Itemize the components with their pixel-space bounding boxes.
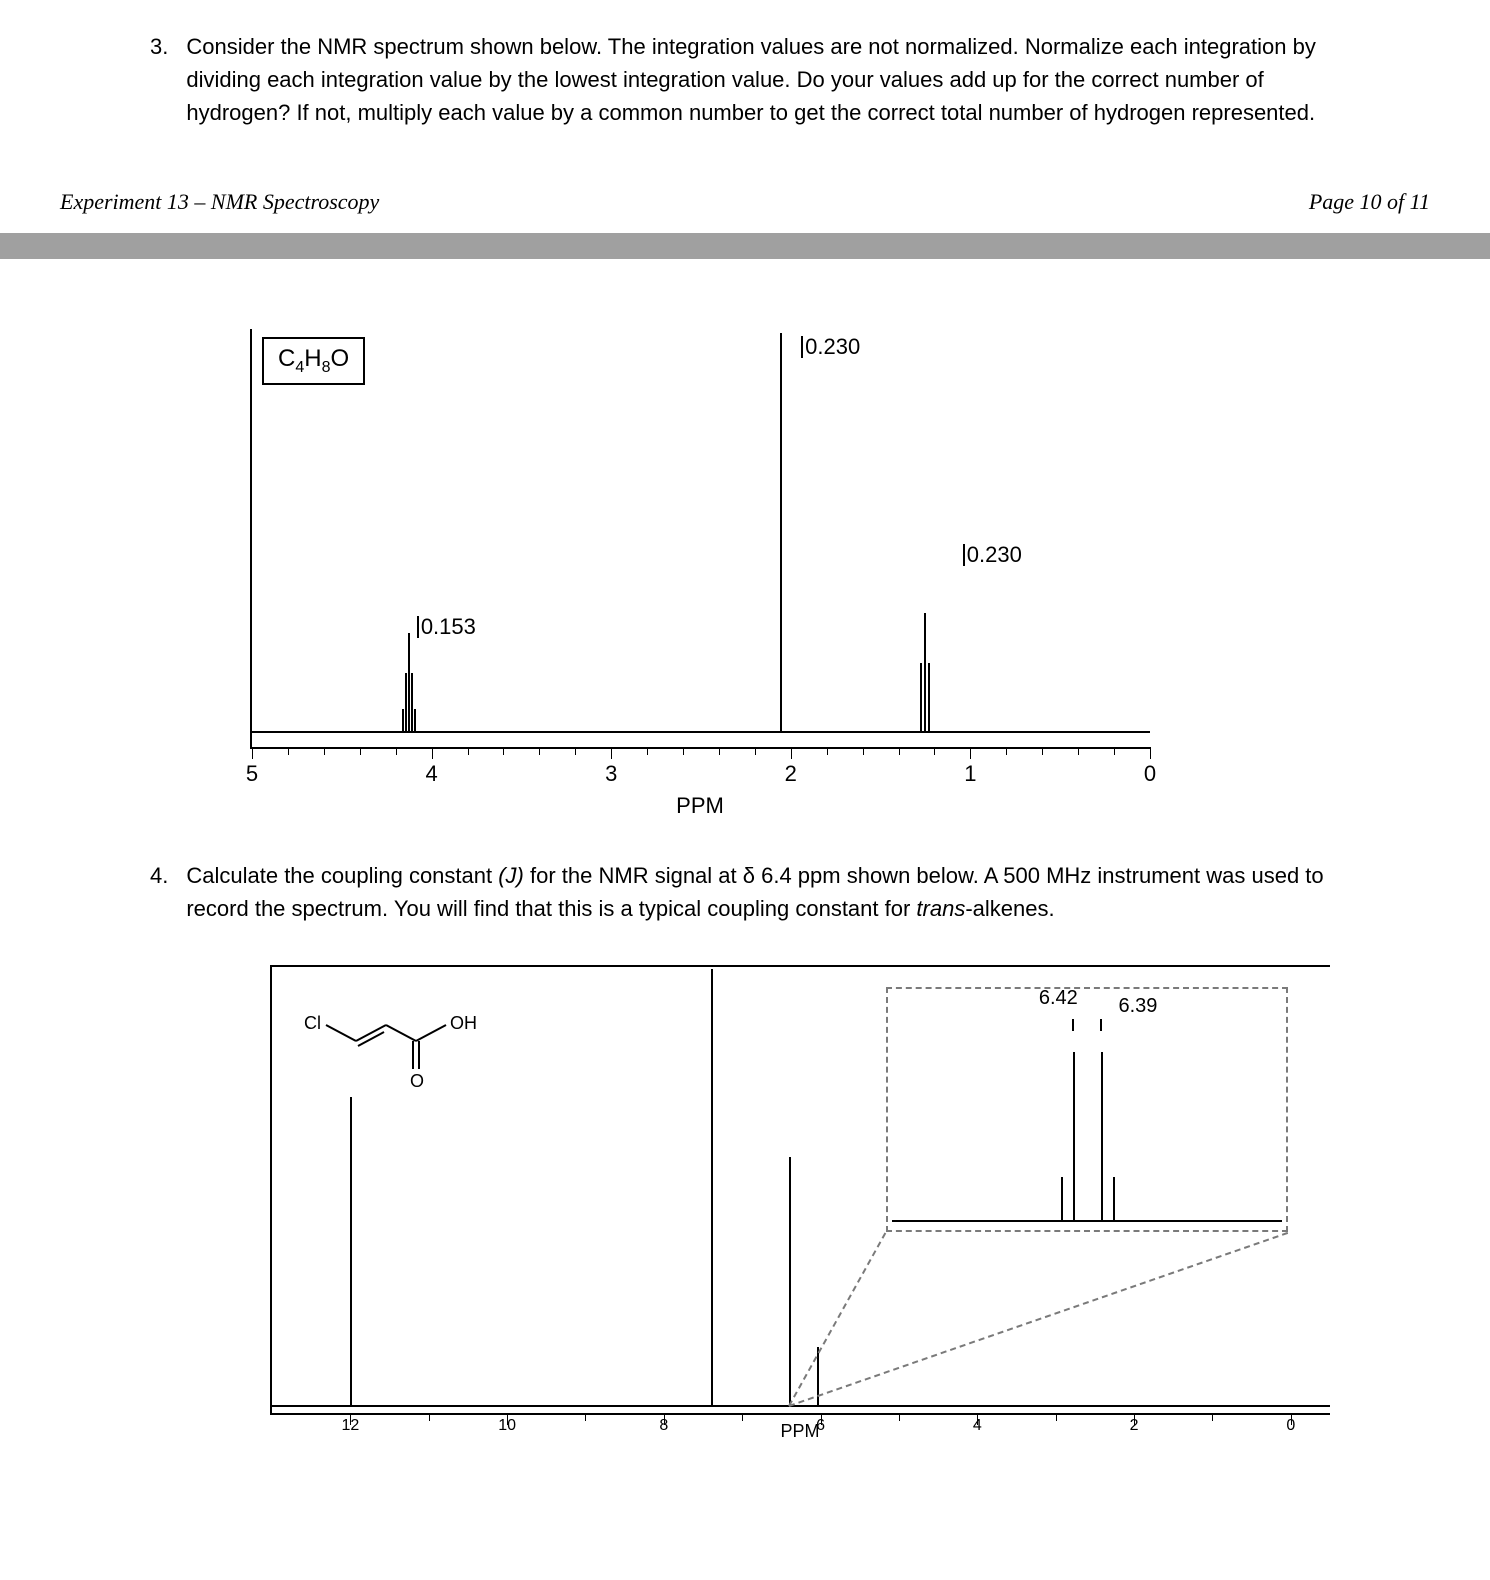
nmr-peak — [780, 333, 782, 733]
x-tick-label: 4 — [973, 1417, 982, 1435]
q3-number: 3. — [150, 30, 168, 63]
nmr-peak — [924, 613, 926, 733]
page-header: Experiment 13 – NMR Spectroscopy Page 10… — [50, 189, 1440, 215]
nmr-peak — [789, 1157, 791, 1407]
inset-ppm-label: 6.39 — [1118, 995, 1157, 1018]
integration-label: 0.230 — [967, 542, 1022, 568]
q4-number: 4. — [150, 859, 168, 892]
q4-text: Calculate the coupling constant (J) for … — [186, 859, 1356, 925]
separator-bar — [0, 233, 1490, 259]
inset-peak — [1113, 1177, 1115, 1222]
x-tick-label: 0 — [1144, 761, 1156, 787]
x-tick — [970, 747, 971, 759]
x-tick — [432, 747, 433, 759]
x-tick-label: 10 — [498, 1417, 516, 1435]
q3-text: Consider the NMR spectrum shown below. T… — [186, 30, 1356, 129]
inset-peak — [1073, 1052, 1075, 1222]
nmr-peak — [405, 673, 407, 733]
inset-peak — [1101, 1052, 1103, 1222]
x-axis-label-1: PPM — [250, 793, 1150, 819]
atom-cl: Cl — [304, 1013, 321, 1033]
nmr-spectrum-2: Cl OH O 12 10 8 6 4 2 0 6.42 6.39 PPM — [270, 965, 1330, 1442]
baseline — [252, 731, 1150, 733]
zoom-guide-line — [788, 1233, 886, 1407]
inset-ppm-label: 6.42 — [1039, 987, 1078, 1010]
x-tick-label: 12 — [341, 1417, 359, 1435]
nmr-spectrum-1: C4H8O 5432100.1530.2300.230 PPM — [250, 329, 1150, 819]
nmr-peak — [711, 969, 713, 1407]
zoom-guide-line — [789, 1232, 1288, 1407]
nmr-peak — [920, 663, 922, 733]
nmr-peak — [414, 709, 416, 733]
integration-label: 0.153 — [421, 614, 476, 640]
atom-oh: OH — [450, 1013, 477, 1033]
integration-label: 0.230 — [805, 334, 860, 360]
nmr-peak — [411, 673, 413, 733]
x-tick-label: 5 — [246, 761, 258, 787]
atom-o: O — [410, 1071, 424, 1091]
x-tick-label: 3 — [605, 761, 617, 787]
question-3: 3. Consider the NMR spectrum shown below… — [50, 30, 1440, 129]
x-tick-label: 0 — [1286, 1417, 1295, 1435]
nmr-plot-2: Cl OH O 1210864206.426.39 — [270, 965, 1330, 1415]
x-tick-label: 2 — [785, 761, 797, 787]
nmr-peak — [408, 633, 410, 733]
x-tick — [611, 747, 612, 759]
header-right: Page 10 of 11 — [1309, 189, 1430, 215]
inset-peak — [1061, 1177, 1063, 1222]
x-tick-label: 6 — [816, 1417, 825, 1435]
header-left: Experiment 13 – NMR Spectroscopy — [60, 189, 379, 215]
x-tick-label: 4 — [425, 761, 437, 787]
question-4: 4. Calculate the coupling constant (J) f… — [50, 859, 1440, 925]
x-axis-label-2: PPM — [270, 1421, 1330, 1442]
nmr-peak — [928, 663, 930, 733]
nmr-peak — [350, 1097, 352, 1407]
nmr-plot-1: C4H8O 5432100.1530.2300.230 — [250, 329, 1150, 749]
x-tick-label: 2 — [1130, 1417, 1139, 1435]
molecule-structure: Cl OH O — [302, 993, 502, 1093]
molecular-formula: C4H8O — [262, 337, 365, 385]
x-tick — [791, 747, 792, 759]
x-tick-label: 1 — [964, 761, 976, 787]
x-tick — [1150, 747, 1151, 759]
baseline — [272, 1405, 1330, 1407]
x-tick-label: 8 — [659, 1417, 668, 1435]
inset-zoom: 6.42 6.39 — [886, 987, 1288, 1232]
x-tick — [252, 747, 253, 759]
nmr-peak — [402, 709, 404, 733]
